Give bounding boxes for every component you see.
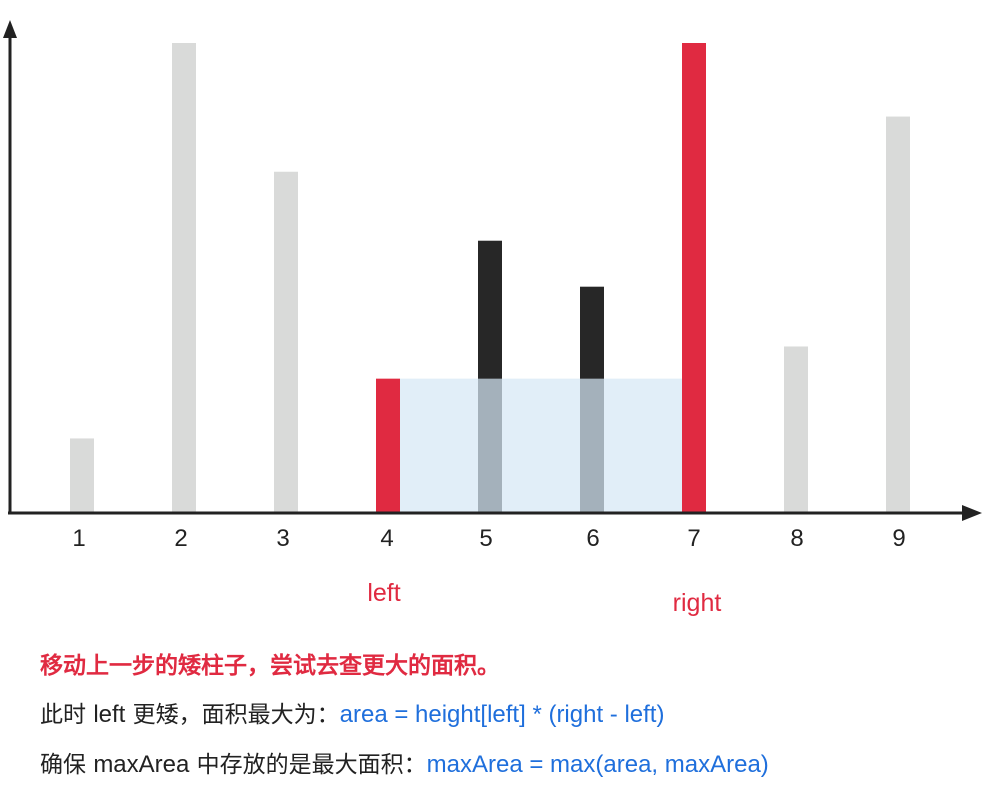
caption-line1-word: left [93,701,126,728]
caption-line1-prefix: 此时 [40,702,86,728]
tick-label-1: 1 [72,525,85,552]
tick-label-5: 5 [479,525,492,552]
bar-4 [376,378,400,512]
tick-label-4: 4 [380,525,393,552]
bar-3 [274,171,298,512]
axes [3,20,982,521]
bar-2 [172,43,196,512]
x-axis-arrow-icon [962,505,982,521]
caption-line2-suffix: 中存放的是最大面积： [196,752,427,778]
area-highlight [400,378,682,512]
tick-label-2: 2 [174,525,187,552]
caption-line1-suffix: 更矮，面积最大为： [132,702,340,728]
caption-line2-word: maxArea [93,751,190,778]
tick-label-6: 6 [586,525,599,552]
left-pointer-label: left [367,579,400,607]
area-formula: area = height[left] * (right - left) [339,701,665,728]
tick-label-7: 7 [687,525,700,552]
y-axis-arrow-icon [3,20,17,38]
caption-line2-prefix: 确保 [40,752,86,778]
tick-label-3: 3 [276,525,289,552]
bar-7 [682,43,706,512]
caption-title: 移动上一步的矮柱子，尝试去查更大的面积。 [40,653,500,679]
caption-area-formula-line: 此时 left 更矮，面积最大为：area = height[left] * (… [40,700,664,730]
bar-9 [886,116,910,512]
tick-label-9: 9 [892,525,905,552]
container-area-diagram: 1 2 3 4 5 6 7 8 9 left right [3,20,982,617]
bar-8 [784,346,808,512]
tick-label-8: 8 [790,525,803,552]
x-tick-labels: 1 2 3 4 5 6 7 8 9 [72,525,905,552]
right-pointer-label: right [673,589,722,617]
bar-1 [70,438,94,512]
caption-maxarea-formula-line: 确保 maxArea 中存放的是最大面积：maxArea = max(area,… [40,750,769,780]
maxarea-formula: maxArea = max(area, maxArea) [426,751,769,778]
